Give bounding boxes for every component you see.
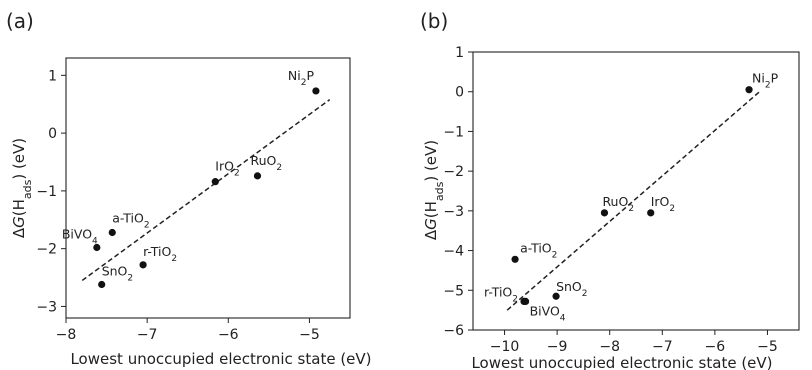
fit-line	[506, 91, 761, 311]
x-tick-label: −6	[218, 327, 239, 343]
data-point-label: BiVO4	[530, 303, 566, 323]
x-tick-label: −10	[490, 339, 520, 355]
y-axis-label: ΔG(Hads) (eV)	[10, 138, 34, 238]
y-tick-label: 0	[48, 126, 57, 142]
data-point	[211, 178, 219, 186]
y-tick-label: −1	[443, 124, 464, 140]
x-tick-label: −5	[757, 339, 778, 355]
y-tick-label: −4	[443, 244, 464, 260]
plot-frame	[472, 51, 800, 331]
data-point-label: SnO2	[556, 279, 587, 299]
y-tick-label: −5	[443, 283, 464, 299]
data-point	[600, 209, 609, 217]
x-tick-label: −9	[547, 339, 568, 355]
data-point-label: IrO2	[651, 194, 675, 214]
plot-frame	[65, 57, 351, 319]
data-point	[98, 280, 106, 289]
y-tick-label: −6	[443, 323, 464, 339]
y-tick-label: −1	[36, 184, 57, 200]
x-tick-label: −5	[299, 327, 320, 343]
data-point	[521, 297, 530, 306]
data-point-label: Ni2P	[288, 68, 315, 88]
x-tick-label: −8	[599, 339, 620, 355]
y-tick-label: 1	[455, 45, 464, 61]
data-point-label: r-TiO2	[484, 284, 518, 304]
x-tick-label: −6	[705, 339, 726, 355]
panel-label: (b)	[420, 9, 448, 33]
data-point	[312, 87, 320, 95]
y-tick-label: −3	[443, 204, 464, 220]
data-point-label: a-TiO2	[520, 240, 557, 260]
data-point	[745, 86, 753, 94]
data-point-label: a-TiO2	[112, 210, 149, 230]
data-point-label: SnO2	[102, 263, 133, 283]
data-point	[108, 228, 116, 237]
data-point-label: r-TiO2	[143, 244, 177, 264]
y-tick-label: −2	[443, 164, 464, 180]
data-point-label: RuO2	[602, 194, 634, 214]
data-point	[552, 292, 560, 300]
data-point-label: BiVO4	[62, 227, 98, 247]
fit-line	[81, 98, 331, 282]
x-tick-label: −7	[137, 327, 158, 343]
y-tick-label: −3	[36, 299, 57, 315]
y-tick-label: 1	[48, 68, 57, 84]
data-point-label: IrO2	[215, 159, 239, 179]
data-point-label: RuO2	[250, 153, 282, 173]
y-tick-label: −2	[36, 242, 57, 258]
x-axis-label: Lowest unoccupied electronic state (eV)	[70, 350, 371, 368]
data-point-label: Ni2P	[752, 71, 779, 91]
y-axis-label: ΔG(Hads) (eV)	[422, 140, 446, 240]
x-axis-label: Lowest unoccupied electronic state (eV)	[471, 354, 772, 370]
data-point	[253, 172, 262, 180]
data-point	[139, 261, 147, 269]
data-point	[647, 209, 655, 217]
x-tick-label: −8	[56, 327, 77, 343]
panel-label: (a)	[6, 9, 34, 33]
y-tick-label: 0	[455, 85, 464, 101]
data-point	[93, 243, 101, 252]
x-tick-label: −7	[652, 339, 673, 355]
data-point	[511, 255, 519, 263]
